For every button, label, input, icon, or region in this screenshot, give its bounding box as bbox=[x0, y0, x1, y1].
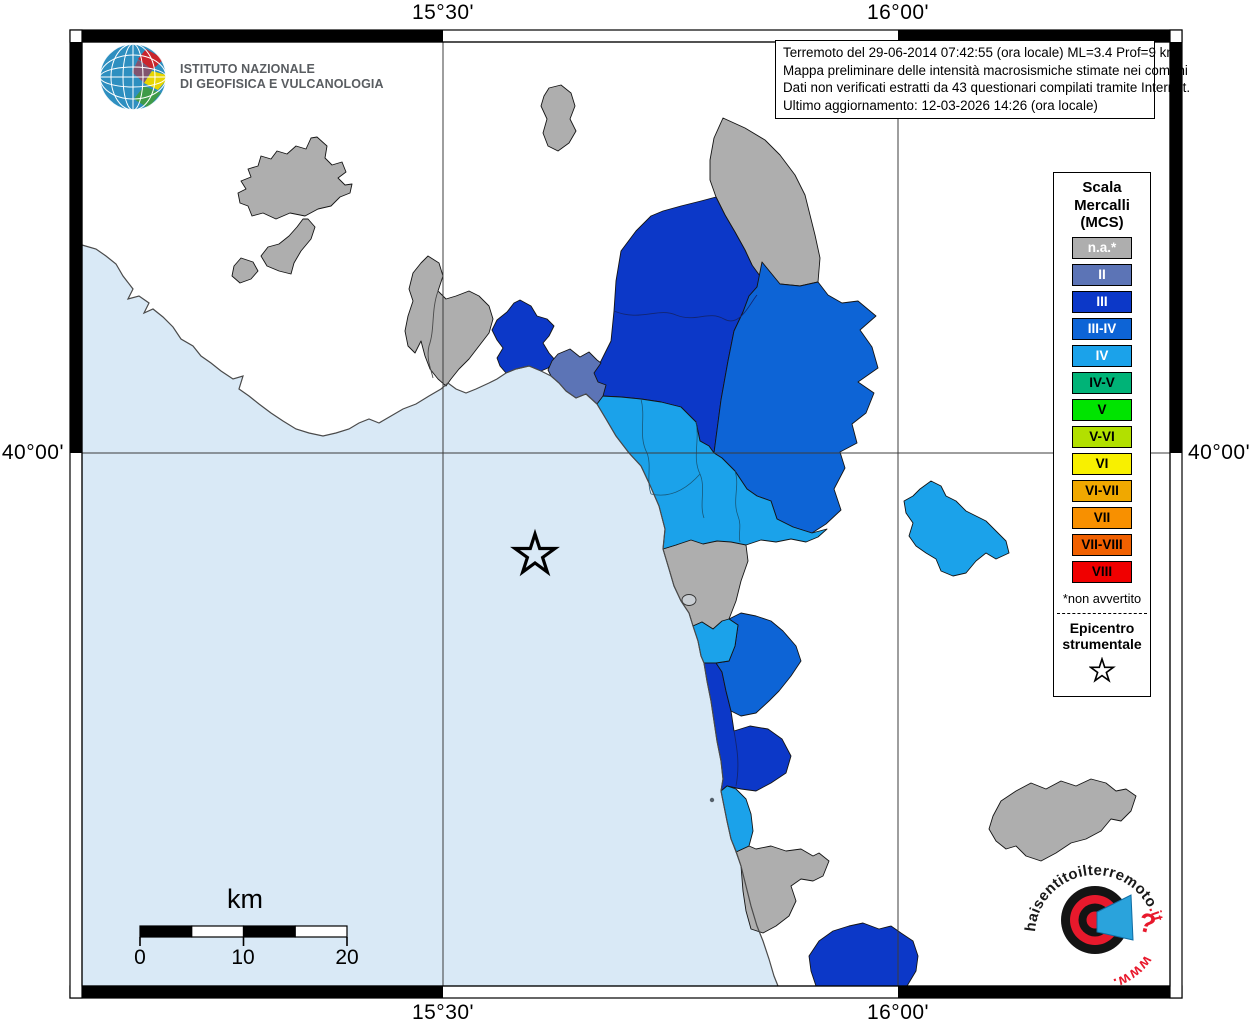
scale-bar-label-10: 10 bbox=[231, 946, 255, 969]
frame-segment-black bbox=[82, 986, 443, 998]
legend-item-v-vi: V-VI bbox=[1072, 425, 1132, 448]
municipality-na-southeast bbox=[988, 778, 1137, 862]
earthquake-info-box: Terremoto del 29-06-2014 07:42:55 (ora l… bbox=[775, 40, 1191, 120]
municipality-na-archipelago-crescent bbox=[260, 218, 316, 275]
legend-title: Scala Mercalli (MCS) bbox=[1054, 179, 1150, 232]
watermark-cone bbox=[1096, 894, 1134, 941]
axis-label-bottom-right: 16°00' bbox=[866, 1001, 930, 1024]
internal-border-gray bbox=[427, 290, 439, 379]
municipality-na-archipelago-upper bbox=[237, 136, 353, 220]
legend-item-viii: VIII bbox=[1072, 560, 1132, 583]
legend-epicenter-label: Epicentro strumentale bbox=[1054, 620, 1150, 653]
info-line-maptype: Mappa preliminare delle intensità macros… bbox=[783, 62, 1188, 78]
axis-label-right: 40°00' bbox=[1188, 441, 1251, 464]
ingv-logo: ISTITUTO NAZIONALE DI GEOFISICA E VULCAN… bbox=[98, 42, 384, 112]
legend-item-iii: III bbox=[1072, 290, 1132, 313]
legend-title-line2: Mercalli bbox=[1074, 196, 1130, 214]
legend-item-v: V bbox=[1072, 398, 1132, 421]
scale-bar-label-20: 20 bbox=[335, 946, 359, 969]
map-frame bbox=[69, 29, 1183, 999]
municipality-na-north-small bbox=[540, 84, 577, 152]
municipality-na-coastal-west bbox=[404, 255, 494, 387]
legend-item-iii-iv: III-IV bbox=[1072, 317, 1132, 340]
internal-borders bbox=[613, 294, 758, 787]
scale-bar-segment bbox=[294, 925, 348, 938]
municipality-na-archipelago-blob bbox=[231, 257, 259, 284]
frame-segment-black bbox=[1170, 42, 1182, 453]
coastline bbox=[81, 244, 779, 987]
legend-item-ii: II bbox=[1072, 263, 1132, 286]
legend-item-iv-v: IV-V bbox=[1072, 371, 1132, 394]
frame-segment-black bbox=[898, 30, 1170, 42]
small-island bbox=[681, 594, 697, 606]
legend-item-vi: VI bbox=[1072, 452, 1132, 475]
legend-item-vii: VII bbox=[1072, 506, 1132, 529]
internal-border bbox=[734, 470, 741, 543]
scale-bar-segment bbox=[191, 925, 245, 938]
legend-item-vi-vii: VI-VII bbox=[1072, 479, 1132, 502]
municipality-iii-iv-east-large bbox=[713, 261, 879, 534]
scale-bar bbox=[139, 925, 348, 946]
axis-label-top-right: 16°00' bbox=[866, 1, 930, 24]
frame-segment-black bbox=[70, 42, 82, 453]
epicenter-star-legend-icon bbox=[1087, 655, 1116, 683]
axis-label-bottom-left: 15°30' bbox=[411, 1001, 475, 1024]
municipality-na-coastal-south bbox=[735, 845, 830, 934]
ingv-logo-text: ISTITUTO NAZIONALE DI GEOFISICA E VULCAN… bbox=[180, 62, 384, 93]
scale-bar-segment bbox=[139, 925, 193, 938]
legend-title-line3: (MCS) bbox=[1080, 214, 1124, 231]
ingv-logo-line1: ISTITUTO NAZIONALE bbox=[180, 61, 315, 76]
internal-border bbox=[613, 294, 758, 322]
watermark-question-mark: ? bbox=[1136, 907, 1159, 940]
legend-title-line1: Scala bbox=[1082, 179, 1122, 196]
tiny-islet bbox=[709, 797, 715, 803]
municipality-iv-east-isolated bbox=[903, 480, 1010, 577]
internal-border bbox=[650, 473, 701, 496]
frame-inner-edge bbox=[81, 41, 1171, 987]
info-line-event: Terremoto del 29-06-2014 07:42:55 (ora l… bbox=[783, 45, 1178, 60]
legend-item-na: n.a.* bbox=[1072, 236, 1132, 259]
legend-epicenter-line2: strumentale bbox=[1062, 636, 1142, 652]
axis-label-top-left: 15°30' bbox=[411, 1, 475, 24]
scale-bar-segment bbox=[242, 925, 296, 938]
ingv-globe-icon bbox=[100, 44, 166, 110]
scale-bar-unit: km bbox=[227, 884, 263, 914]
frame-segment-black bbox=[82, 30, 443, 42]
legend-epicenter-star bbox=[1054, 655, 1150, 688]
frame-segment-black bbox=[898, 986, 1170, 998]
internal-border bbox=[733, 730, 739, 787]
legend-footnote: *non avvertito bbox=[1062, 590, 1142, 606]
legend-item-vii-viii: VII-VIII bbox=[1072, 533, 1132, 556]
info-line-updated: Ultimo aggiornamento: 12-03-2026 14:26 (… bbox=[783, 97, 1098, 113]
info-line-source: Dati non verificati estratti da 43 quest… bbox=[783, 80, 1191, 96]
watermark-text-red: .it bbox=[1145, 903, 1166, 923]
scale-bar-label-0: 0 bbox=[134, 946, 146, 969]
legend-item-iv: IV bbox=[1072, 344, 1132, 367]
intensity-legend: Scala Mercalli (MCS) n.a.* II III III-IV… bbox=[1053, 172, 1151, 697]
ingv-logo-line2: DI GEOFISICA E VULCANOLOGIA bbox=[180, 77, 384, 91]
sea-polygon bbox=[82, 245, 778, 986]
legend-divider bbox=[1057, 612, 1147, 614]
graticule bbox=[82, 42, 1170, 986]
legend-epicenter-line1: Epicentro bbox=[1069, 619, 1135, 636]
axis-label-left: 40°00' bbox=[1, 441, 64, 464]
epicenter-star-icon bbox=[510, 528, 560, 577]
municipality-layer bbox=[231, 84, 1137, 987]
